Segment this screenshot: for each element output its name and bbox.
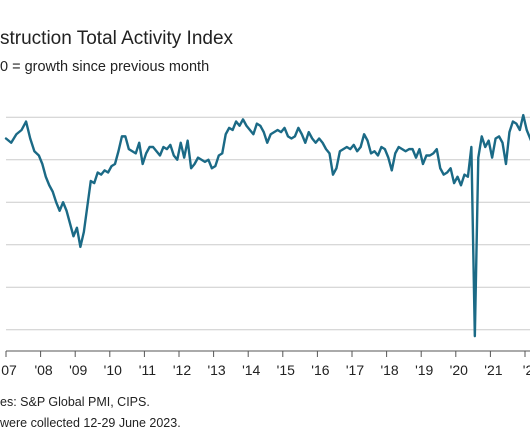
x-tick-label-2019: '19 (415, 362, 433, 378)
x-tick-label-2014: '14 (242, 362, 260, 378)
x-axis (5, 350, 530, 357)
x-tick-label-2009: '09 (69, 362, 87, 378)
series-line-0 (4, 113, 530, 338)
gridlines (6, 116, 530, 331)
x-tick-label-2016: '16 (311, 362, 329, 378)
chart-subtitle: 0 = growth since previous month (0, 59, 210, 75)
x-tick-label-2013: '13 (207, 362, 225, 378)
x-tick-label-2012: '12 (173, 362, 191, 378)
x-tick-labels: 07 '08 '09 '10 '11 '12 '13 '14 '15 '16 '17 '18 '19 '2… (1, 362, 530, 378)
x-tick-label-2021: '21 (484, 362, 502, 378)
collection-note: were collected 12-29 June 2023. (0, 416, 181, 430)
x-tick-label-2020: '20 (450, 362, 468, 378)
x-tick-label-2017: '17 (346, 362, 364, 378)
x-tick-label-2008: '08 (34, 362, 52, 378)
x-tick-label-2018: '18 (380, 362, 398, 378)
source-note: es: S&P Global PMI, CIPS. (0, 395, 150, 409)
series-layer (4, 113, 530, 338)
chart-title: struction Total Activity Index (0, 28, 234, 49)
x-tick-label-2022: '2 (523, 362, 530, 378)
x-tick-label-2007: 07 (1, 362, 17, 378)
x-tick-label-2011: '11 (139, 362, 156, 378)
x-tick-label-2010: '10 (104, 362, 122, 378)
x-tick-label-2015: '15 (277, 362, 295, 378)
